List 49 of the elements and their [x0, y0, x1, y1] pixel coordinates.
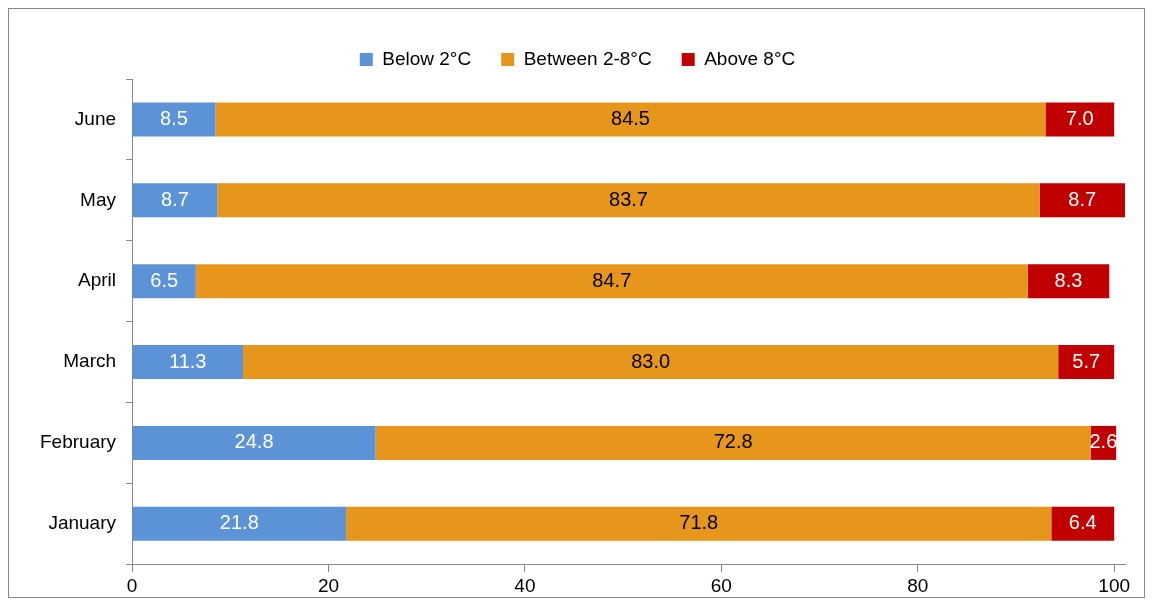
y-tick-label: March — [63, 350, 117, 372]
x-tick-label: 100 — [1098, 574, 1131, 596]
x-tick-label: 80 — [907, 574, 929, 596]
data-label: 21.8 — [219, 511, 259, 534]
y-tick-label: May — [80, 188, 117, 210]
y-tick-label: February — [40, 431, 117, 453]
data-label: 83.7 — [609, 187, 648, 210]
bar — [132, 506, 347, 541]
data-label: 8.3 — [1054, 268, 1083, 291]
bar — [217, 183, 1040, 218]
bar — [1051, 506, 1115, 541]
y-tick-label: January — [48, 512, 117, 533]
bar — [1058, 345, 1115, 380]
bar — [1045, 102, 1115, 137]
bar — [132, 264, 196, 299]
x-tick-label: 60 — [710, 574, 732, 596]
bar — [1039, 183, 1125, 218]
bar — [132, 425, 376, 460]
legend-label: Below 2°C — [382, 47, 472, 69]
bar — [215, 102, 1046, 137]
data-label: 7.0 — [1065, 106, 1094, 129]
bar — [1027, 264, 1110, 299]
y-tick-label: April — [78, 269, 117, 291]
bar — [132, 102, 216, 137]
bar — [346, 506, 1052, 541]
data-label: 8.7 — [161, 187, 189, 210]
x-tick-label: 40 — [514, 574, 536, 596]
bar — [195, 264, 1028, 299]
data-label: 11.3 — [169, 349, 207, 372]
bar — [243, 345, 1059, 380]
data-label: 8.7 — [1068, 187, 1097, 210]
data-label: 83.0 — [631, 349, 671, 372]
data-label: 6.5 — [150, 268, 179, 291]
data-label: 8.5 — [160, 106, 188, 129]
legend-label: Above 8°C — [704, 47, 796, 69]
data-label: 5.7 — [1072, 349, 1101, 372]
x-tick-label: 0 — [126, 574, 138, 596]
legend-label: Between 2-8°C — [523, 47, 652, 69]
bar — [375, 425, 1091, 460]
bar — [132, 345, 244, 380]
y-tick-label: June — [74, 107, 117, 129]
data-label: 24.8 — [234, 430, 274, 453]
data-label: 84.7 — [592, 268, 632, 291]
data-label: 71.8 — [679, 511, 719, 534]
data-label: 72.8 — [713, 430, 753, 453]
bar — [132, 183, 218, 218]
x-tick-label: 20 — [317, 574, 340, 596]
data-label: 6.4 — [1068, 511, 1097, 534]
data-label: 84.5 — [611, 106, 650, 129]
